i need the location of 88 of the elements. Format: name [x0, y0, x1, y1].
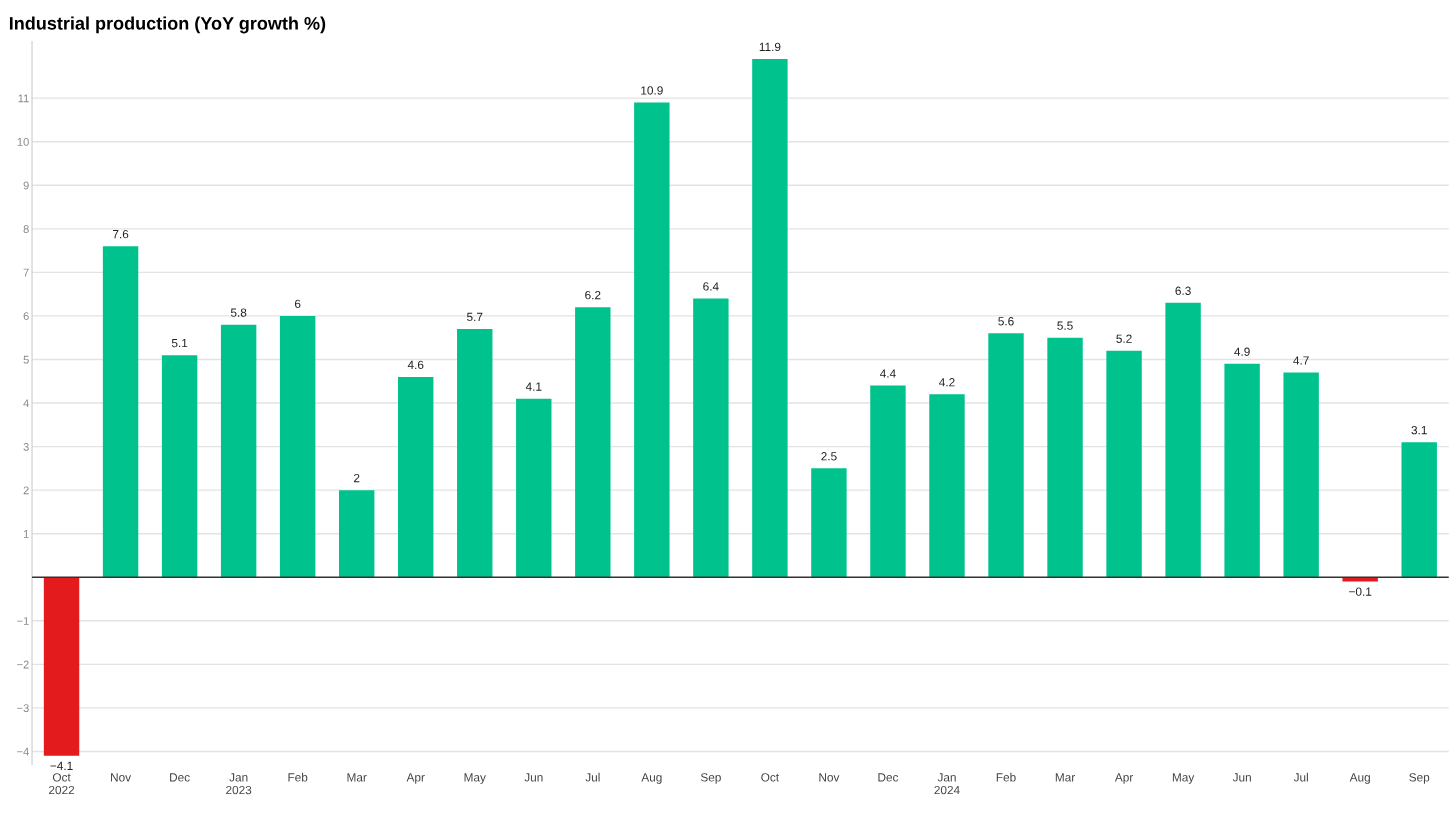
- x-tick-label: May: [464, 773, 486, 784]
- x-tick-label: Feb: [288, 772, 308, 782]
- y-tick-label: 3: [23, 442, 29, 451]
- data-label: 4.1: [525, 382, 542, 391]
- data-label: 2.5: [821, 452, 837, 461]
- y-tick-label: 5: [23, 355, 29, 364]
- x-tick-label: Jul: [585, 772, 600, 782]
- x-tick-label: Aug: [641, 773, 662, 784]
- x-tick-label: Apr: [1114, 773, 1134, 784]
- data-label: 5.2: [1116, 334, 1132, 343]
- bar: [1047, 337, 1083, 578]
- x-tick-label: Oct 2022: [49, 773, 75, 795]
- bar: [220, 324, 257, 578]
- bar: [398, 376, 434, 578]
- bar: [457, 329, 493, 578]
- y-tick-label: 10: [17, 137, 29, 146]
- bar: [575, 307, 611, 578]
- data-label: 5.7: [467, 312, 483, 322]
- y-tick-label: −4: [17, 747, 29, 756]
- x-tick-label: May: [1172, 773, 1195, 784]
- data-label: 4.7: [1293, 356, 1309, 365]
- bar: [1165, 302, 1201, 578]
- bar: [279, 315, 316, 578]
- x-tick-label: Dec: [878, 773, 899, 782]
- data-label: 6: [294, 299, 301, 309]
- bar: [1106, 350, 1142, 578]
- data-label: 4.6: [407, 360, 424, 370]
- data-label: 6.4: [703, 282, 719, 291]
- data-label: 6.2: [585, 290, 601, 300]
- x-tick-label: Jan 2024: [934, 773, 960, 795]
- data-label: 10.9: [641, 86, 663, 95]
- x-tick-label: Jan 2023: [226, 773, 252, 795]
- bar: [693, 298, 729, 578]
- data-label: 5.6: [998, 317, 1014, 326]
- x-tick-label: Mar: [347, 773, 367, 782]
- data-label: 11.9: [759, 42, 781, 52]
- y-tick-label: −1: [17, 617, 29, 625]
- bar: [516, 398, 552, 578]
- bar: [811, 468, 847, 578]
- y-tick-label: 9: [23, 181, 29, 190]
- bar: [988, 333, 1024, 578]
- bar: [634, 102, 670, 578]
- x-tick-label: Dec: [170, 773, 190, 782]
- x-tick-label: Sep: [1409, 773, 1430, 784]
- data-label: 6.3: [1175, 286, 1191, 295]
- x-tick-label: Jun: [1232, 773, 1251, 782]
- y-tick-label: −2: [17, 660, 29, 669]
- bar: [161, 355, 198, 578]
- y-tick-label: −3: [17, 704, 29, 713]
- data-label: 5.1: [171, 339, 188, 348]
- x-tick-label: Jul: [1293, 772, 1308, 782]
- x-tick-label: Nov: [111, 773, 132, 782]
- y-tick-label: 6: [23, 312, 29, 321]
- data-label: 5.5: [1057, 321, 1073, 330]
- y-tick-label: 8: [23, 225, 29, 233]
- data-label: 3.1: [1411, 425, 1427, 435]
- data-label: 5.8: [230, 308, 247, 317]
- y-tick-label: 2: [23, 486, 29, 495]
- data-label: 7.6: [112, 230, 129, 239]
- data-label: −4.1: [50, 761, 73, 770]
- y-tick-label: 1: [23, 530, 29, 538]
- bar: [1224, 363, 1260, 578]
- bar: [338, 490, 375, 578]
- x-tick-label: Mar: [1055, 773, 1075, 782]
- x-tick-label: Oct: [761, 773, 779, 782]
- data-label: 2: [354, 473, 360, 483]
- x-tick-label: Jun: [524, 773, 543, 782]
- x-tick-label: Nov: [819, 773, 840, 782]
- data-label: −0.1: [1349, 587, 1372, 596]
- data-label: 4.9: [1234, 347, 1250, 356]
- x-tick-label: Apr: [406, 773, 425, 784]
- bar: [102, 246, 139, 578]
- bar: [870, 385, 906, 578]
- x-tick-label: Sep: [700, 773, 721, 784]
- x-tick-label: Feb: [996, 772, 1016, 782]
- bar: [1401, 442, 1437, 578]
- y-tick-label: 11: [18, 94, 29, 103]
- bar: [752, 58, 788, 578]
- bar: [43, 577, 80, 756]
- bar: [1342, 577, 1378, 582]
- bar: [929, 394, 965, 578]
- data-label: 4.2: [939, 378, 955, 387]
- y-tick-label: 7: [23, 268, 29, 277]
- y-tick-label: 4: [23, 399, 29, 408]
- x-tick-label: Aug: [1349, 773, 1370, 784]
- data-label: 4.4: [880, 369, 896, 378]
- bar: [1283, 372, 1319, 578]
- chart-title: Industrial production (YoY growth %): [9, 16, 326, 34]
